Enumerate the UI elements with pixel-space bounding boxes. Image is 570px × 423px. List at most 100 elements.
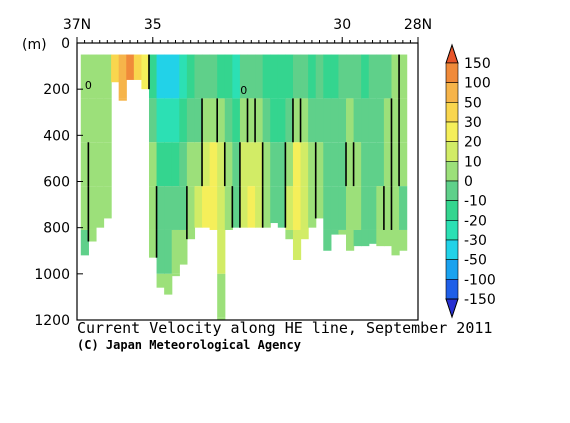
velocity-cell <box>186 186 196 230</box>
velocity-cell <box>133 54 143 80</box>
velocity-cell <box>277 186 286 228</box>
velocity-cell <box>80 54 89 99</box>
velocity-cell <box>353 186 362 230</box>
velocity-cell <box>95 54 105 99</box>
contour-label: 0 <box>240 84 247 97</box>
velocity-cell <box>80 186 89 230</box>
velocity-cell <box>202 98 211 143</box>
velocity-cell <box>399 229 408 251</box>
velocity-cell <box>308 98 317 143</box>
velocity-cell <box>292 54 302 99</box>
velocity-cell <box>217 229 226 274</box>
velocity-cell <box>255 98 264 143</box>
velocity-cell <box>285 229 294 240</box>
y-tick-label: 1200 <box>34 313 70 329</box>
x-tick-label: 30 <box>333 17 351 33</box>
colorbar-swatch <box>445 239 459 260</box>
velocity-cell <box>285 98 294 143</box>
velocity-cell <box>399 142 408 187</box>
velocity-cell <box>88 186 97 230</box>
velocity-cell <box>308 142 317 187</box>
velocity-cell <box>95 98 105 143</box>
velocity-cell <box>361 142 370 187</box>
velocity-cell <box>262 98 271 143</box>
velocity-cell <box>277 98 286 143</box>
velocity-cell <box>338 54 347 99</box>
velocity-cell <box>292 186 302 230</box>
velocity-cell <box>262 186 271 228</box>
velocity-cell <box>186 54 196 99</box>
y-tick-label: 600 <box>43 175 70 191</box>
velocity-cell <box>376 229 385 247</box>
velocity-cell <box>194 142 203 187</box>
velocity-cell <box>224 142 233 187</box>
colorbar-label: -150 <box>464 292 496 308</box>
x-tick-label: 28N <box>404 17 432 33</box>
colorbar-swatch <box>445 220 459 241</box>
velocity-cell <box>239 186 249 228</box>
velocity-cell <box>300 142 309 187</box>
velocity-cell <box>88 229 97 242</box>
velocity-cell <box>103 98 112 143</box>
velocity-cell <box>391 98 400 143</box>
velocity-cell <box>186 229 196 240</box>
velocity-cell <box>330 186 340 230</box>
colorbar-label: 150 <box>464 56 491 72</box>
velocity-cell <box>95 186 105 228</box>
velocity-cell <box>164 186 173 230</box>
x-tick-label: 37N <box>63 17 91 33</box>
velocity-cell <box>376 142 385 187</box>
velocity-cell <box>376 98 385 143</box>
velocity-cell <box>179 186 188 230</box>
velocity-cell <box>383 229 393 247</box>
colorbar-label: 30 <box>464 115 482 131</box>
colorbar-swatch <box>445 121 459 142</box>
velocity-cell <box>88 54 97 99</box>
velocity-cell <box>148 229 158 258</box>
velocity-cell <box>353 229 362 247</box>
velocity-cell <box>194 98 203 143</box>
velocity-cell <box>171 273 180 277</box>
velocity-cell <box>376 54 385 99</box>
velocity-cell <box>285 54 294 99</box>
velocity-cell <box>323 186 332 230</box>
velocity-cell <box>368 54 377 99</box>
velocity-cell <box>217 186 226 230</box>
velocity-cell <box>323 229 332 251</box>
colorbar-label: 10 <box>464 154 482 170</box>
velocity-cell <box>270 98 279 143</box>
velocity-cell <box>217 317 226 320</box>
velocity-cell <box>323 54 332 99</box>
colorbar-label: -10 <box>464 194 487 210</box>
colorbar-label: -50 <box>464 253 487 269</box>
velocity-cell <box>80 229 89 256</box>
colorbar-swatch <box>445 141 459 162</box>
velocity-cell <box>300 98 309 143</box>
velocity-cell <box>171 229 180 274</box>
velocity-cell <box>383 98 393 143</box>
y-axis-label: (m) <box>22 37 47 53</box>
velocity-cell <box>224 54 233 99</box>
velocity-cell <box>186 98 196 143</box>
velocity-cell <box>285 142 294 187</box>
velocity-cell <box>232 98 241 143</box>
velocity-cell <box>209 98 218 143</box>
contour-label: 0 <box>85 79 92 92</box>
velocity-cell <box>399 98 408 143</box>
colorbar-swatch <box>445 102 459 123</box>
velocity-cell <box>323 98 332 143</box>
velocity-cell <box>239 98 249 143</box>
colorbar-arrow-top <box>445 43 459 64</box>
velocity-cell <box>361 54 370 99</box>
velocity-cell <box>262 54 271 99</box>
velocity-cell <box>315 186 324 219</box>
velocity-cell <box>255 142 264 187</box>
colorbar-arrow-bottom <box>445 298 459 319</box>
velocity-cell <box>292 229 302 260</box>
velocity-cell <box>179 142 188 187</box>
colorbar-swatch <box>445 82 459 103</box>
velocity-cell <box>247 186 256 228</box>
velocity-cell <box>111 54 120 83</box>
velocity-cell <box>156 98 165 143</box>
